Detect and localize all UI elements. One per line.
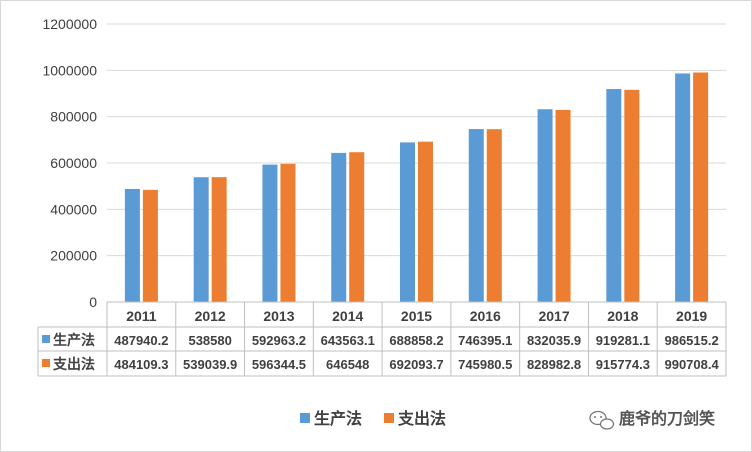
y-tick-label: 1000000: [42, 62, 97, 78]
bar-series-1: [262, 164, 278, 302]
y-tick-label: 400000: [50, 201, 97, 217]
bar-series-2: [624, 89, 640, 303]
bar-series-2: [211, 177, 227, 302]
bar-series-2: [418, 141, 433, 302]
y-tick-label: 200000: [50, 248, 97, 264]
table-value-cell: 990708.4: [664, 357, 719, 372]
bar-series-2: [142, 189, 158, 302]
legend: 生产法 支出法: [300, 409, 446, 428]
table-value-cell: 592963.2: [252, 333, 306, 348]
wechat-bubble-icon: [589, 410, 615, 430]
legend-swatch-series-1: [300, 413, 310, 423]
table-value-cell: 746395.1: [458, 333, 512, 348]
category-label: 2018: [607, 308, 638, 324]
table-value-cell: 487940.2: [114, 333, 168, 348]
table-value-cell: 915774.3: [596, 357, 650, 372]
category-label: 2013: [263, 308, 294, 324]
gridlines: [107, 23, 726, 257]
data-table: 2011 2012 2013 2014 2015 2016 2017 2018 2019 生产法 4…: [37, 301, 727, 377]
category-label: 2019: [676, 308, 707, 324]
legend-label-series-2: 支出法: [397, 409, 446, 428]
bar-series-1: [537, 109, 553, 302]
watermark-text: 鹿爷的刀剑笑: [619, 409, 715, 428]
table-value-cell: 919281.1: [596, 333, 650, 348]
table-value-cell: 643563.1: [321, 333, 375, 348]
bar-series-2: [486, 129, 502, 302]
bar-series-2: [349, 152, 365, 302]
legend-swatch-series-2: [384, 413, 394, 423]
watermark: 鹿爷的刀剑笑: [589, 409, 715, 430]
category-label: 2014: [332, 308, 363, 324]
table-value-cell: 538580: [188, 333, 231, 348]
table-value-cell: 539039.9: [183, 357, 237, 372]
table-value-cell: 745980.5: [458, 357, 512, 372]
table-value-cell: 986515.2: [664, 333, 718, 348]
table-series-label: 支出法: [52, 356, 95, 372]
category-label: 2017: [538, 308, 569, 324]
table-value-cell: 688858.2: [389, 333, 443, 348]
legend-label-series-1: 生产法: [314, 409, 362, 428]
table-value-cell: 646548: [326, 357, 369, 372]
bar-series-1: [468, 129, 484, 302]
table-value-cell: 484109.3: [114, 357, 168, 372]
bar-series-2: [693, 72, 709, 302]
y-tick-label: 0: [89, 294, 97, 310]
y-axis-tick-labels: 0 200000 400000 600000 800000 1000000 1200000: [42, 16, 97, 310]
bar-series-2: [555, 109, 571, 302]
table-legend-key: [42, 359, 50, 367]
table-value-cell: 596344.5: [252, 357, 306, 372]
y-tick-label: 600000: [50, 155, 97, 171]
y-tick-label: 1200000: [42, 16, 97, 32]
y-tick-label: 800000: [50, 109, 97, 125]
table-legend-key: [42, 335, 50, 343]
bars: [124, 72, 709, 303]
table-value-cell: 828982.8: [527, 357, 581, 372]
bar-series-1: [124, 188, 140, 302]
bar-series-1: [193, 177, 209, 302]
bar-series-1: [675, 73, 691, 303]
category-label: 2016: [470, 308, 501, 324]
category-label: 2015: [401, 308, 432, 324]
category-label: 2012: [195, 308, 226, 324]
category-label: 2011: [126, 308, 157, 324]
table-value-cell: 832035.9: [527, 333, 581, 348]
bar-series-1: [606, 89, 622, 303]
table-value-cell: 692093.7: [389, 357, 443, 372]
table-series-label: 生产法: [53, 332, 95, 348]
bar-series-2: [280, 163, 296, 302]
bar-series-1: [400, 142, 415, 302]
bar-series-1: [331, 152, 347, 302]
